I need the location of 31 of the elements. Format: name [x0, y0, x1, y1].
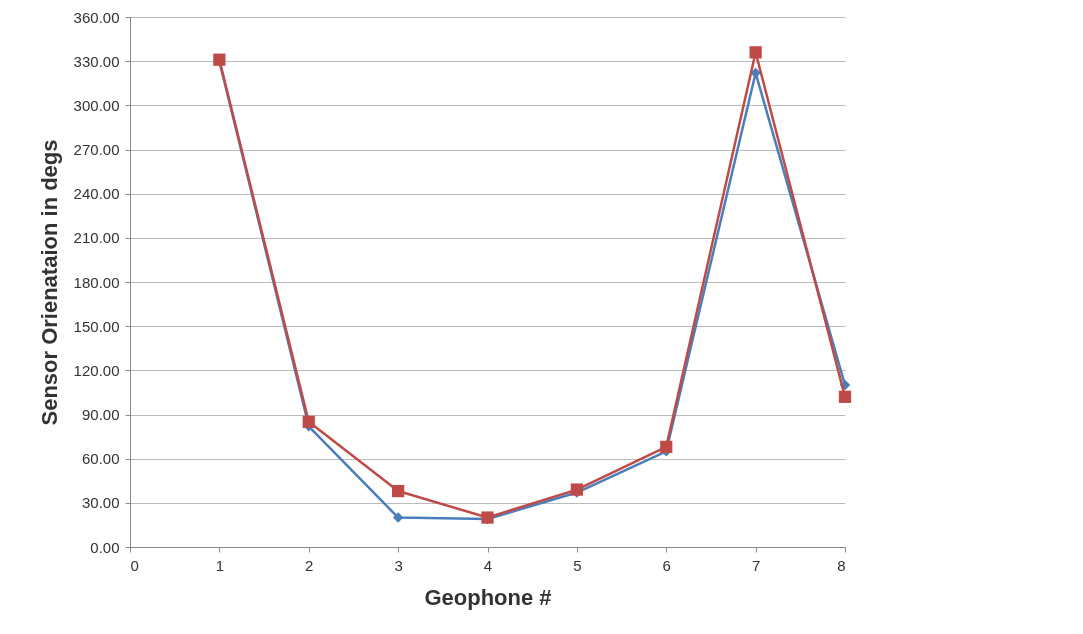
y-tick-label: 90.00 — [81, 406, 120, 423]
x-tick-label: 3 — [394, 556, 403, 574]
point — [749, 46, 762, 59]
point — [570, 483, 583, 496]
x-tick-label: 2 — [305, 556, 314, 574]
y-tick-label: 30.00 — [81, 494, 120, 512]
x-tick-label: 8 — [837, 556, 846, 574]
point — [392, 512, 404, 523]
x-tick-label: 6 — [662, 556, 671, 574]
y-tick-label: 120.00 — [73, 361, 120, 379]
x-tick-label: 5 — [573, 556, 582, 574]
x-tick-label: 4 — [483, 556, 493, 574]
y-tick-label: 240.00 — [73, 185, 120, 203]
y-tick-label: 330.00 — [73, 52, 120, 70]
y-axis-title: Sensor Orienataion in degs — [36, 139, 62, 426]
y-tick-label: 300.00 — [73, 96, 120, 114]
x-tick-label: 0 — [130, 556, 139, 574]
x-tick-label: 7 — [751, 556, 761, 574]
y-tick-label: 60.00 — [81, 450, 120, 468]
y-tick-label: 360.00 — [73, 8, 120, 26]
point — [302, 415, 315, 428]
y-tick-label: 210.00 — [73, 229, 120, 247]
x-axis-title: Geophone # — [424, 584, 552, 610]
x-tick-label: 1 — [215, 556, 225, 574]
point — [838, 390, 852, 403]
point — [660, 440, 673, 454]
y-tick-label: 0.00 — [90, 538, 120, 556]
y-tick-label: 270.00 — [73, 141, 120, 158]
y-tick-label: 180.00 — [73, 273, 120, 291]
y-tick-label: 150.00 — [73, 317, 120, 335]
point — [392, 484, 405, 498]
